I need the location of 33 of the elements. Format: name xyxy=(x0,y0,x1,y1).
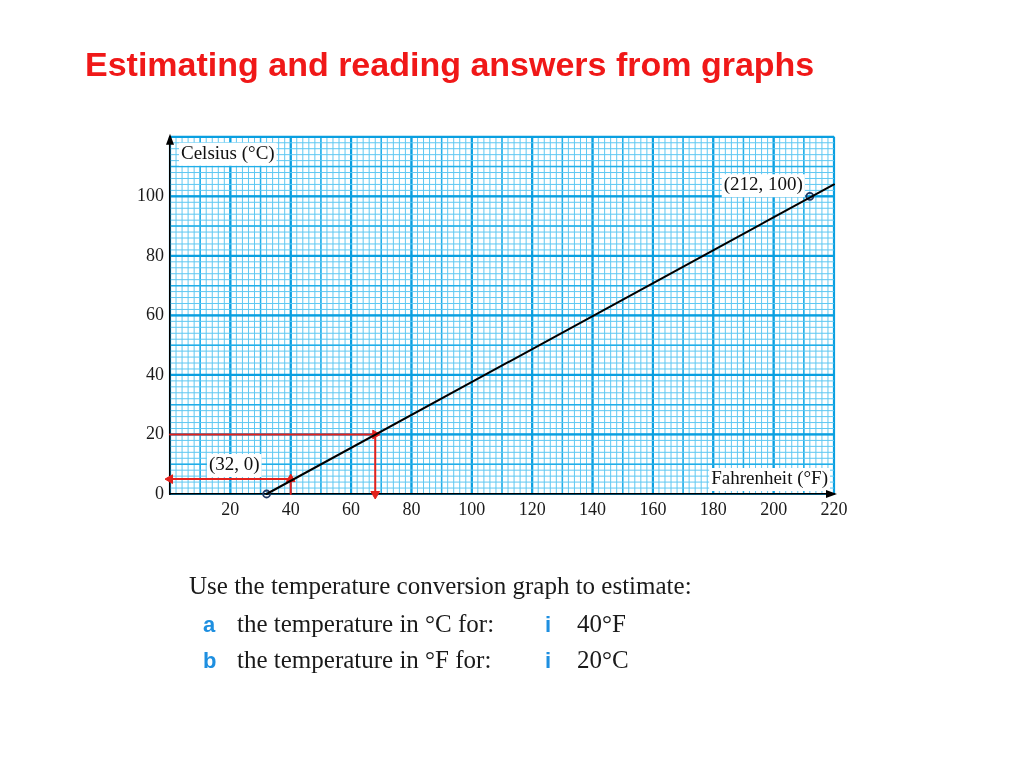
text: Use the temperature conversion graph to estimate: xyxy=(189,571,692,601)
y-tick-label: 0 xyxy=(155,482,164,503)
x-axis-title: Fahrenheit (°F) xyxy=(711,467,828,489)
y-tick-label: 60 xyxy=(146,304,164,325)
x-tick-label: 200 xyxy=(760,498,788,519)
point xyxy=(805,191,815,201)
x-tick-label: 220 xyxy=(820,498,848,519)
text: b xyxy=(203,648,218,674)
x-tick-label: 160 xyxy=(639,498,667,519)
text: i xyxy=(545,612,553,638)
y-tick-label: 40 xyxy=(146,363,164,384)
annotation: (32, 0) xyxy=(208,453,260,475)
text: the temperature in °C for: xyxy=(237,609,496,639)
y-tick-label: 80 xyxy=(146,244,164,265)
x-tick-label: 140 xyxy=(579,498,607,519)
text: 20°C xyxy=(577,645,630,675)
x-tick-label: 60 xyxy=(342,498,361,519)
chart-title: Estimating and reading answers from graphs xyxy=(85,44,815,84)
x-tick-label: 120 xyxy=(518,498,546,519)
text: 40°F xyxy=(577,609,627,639)
text: the temperature in °F for: xyxy=(237,645,493,675)
text: a xyxy=(203,612,217,638)
annotation: (212, 100) xyxy=(723,173,803,196)
x-tick-label: 80 xyxy=(402,498,421,519)
x-tick-label: 20 xyxy=(221,498,240,519)
y-tick-label: 20 xyxy=(146,423,164,444)
x-tick-label: 100 xyxy=(458,498,486,519)
point xyxy=(262,489,271,499)
x-tick-label: 180 xyxy=(699,498,727,519)
x-tick-label: 40 xyxy=(281,498,300,519)
text: i xyxy=(545,648,553,674)
y-tick-label: 100 xyxy=(137,185,164,206)
y-axis-title: Celsius (°C) xyxy=(181,141,275,164)
